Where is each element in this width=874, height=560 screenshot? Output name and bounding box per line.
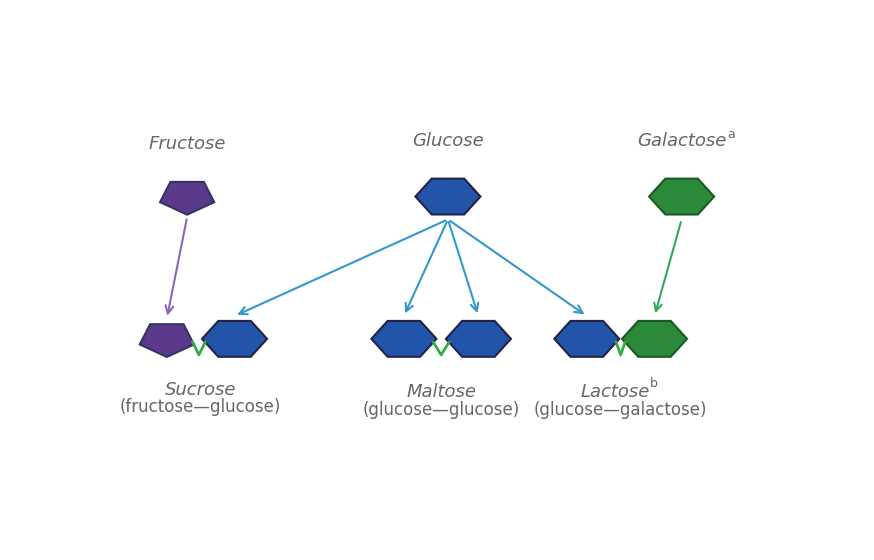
Text: Glucose: Glucose bbox=[412, 132, 484, 150]
Text: Fructose: Fructose bbox=[149, 134, 225, 152]
Text: (glucose—glucose): (glucose—glucose) bbox=[363, 400, 520, 418]
Polygon shape bbox=[160, 182, 214, 214]
Polygon shape bbox=[649, 179, 714, 214]
Polygon shape bbox=[446, 321, 511, 357]
Polygon shape bbox=[415, 179, 481, 214]
Polygon shape bbox=[622, 321, 687, 357]
Polygon shape bbox=[140, 324, 194, 357]
Text: (fructose—glucose): (fructose—glucose) bbox=[120, 398, 281, 416]
Text: a: a bbox=[728, 128, 735, 141]
Polygon shape bbox=[554, 321, 620, 357]
Polygon shape bbox=[371, 321, 436, 357]
Polygon shape bbox=[202, 321, 267, 357]
Text: b: b bbox=[649, 377, 657, 390]
Text: Sucrose: Sucrose bbox=[165, 381, 237, 399]
Text: Lactose: Lactose bbox=[580, 383, 650, 402]
Text: Galactose: Galactose bbox=[637, 132, 726, 150]
Text: Maltose: Maltose bbox=[406, 383, 476, 402]
Text: (glucose—galactose): (glucose—galactose) bbox=[534, 400, 707, 418]
